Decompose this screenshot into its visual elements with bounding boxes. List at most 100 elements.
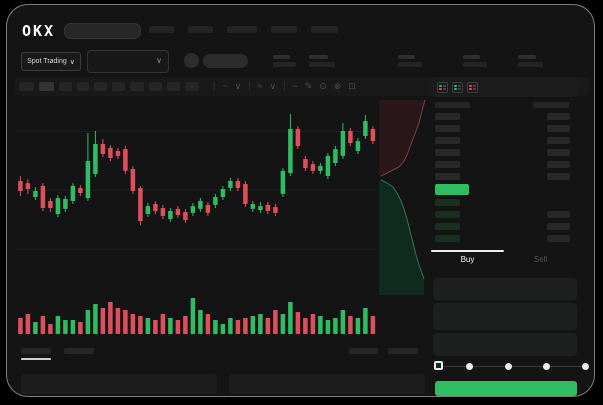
orderbook-bid-price[interactable]: [435, 235, 460, 242]
orderbook-ask-price[interactable]: [435, 113, 460, 120]
bottom-tab-order-history[interactable]: [64, 348, 94, 354]
total-input[interactable]: [433, 333, 577, 356]
orderbook-amount: [547, 211, 570, 218]
candle: [70, 183, 76, 204]
timeframe-button[interactable]: [94, 82, 107, 91]
okx-logo: OKX: [22, 22, 56, 40]
price-input[interactable]: [433, 278, 577, 300]
tab-sell[interactable]: Sell: [533, 255, 548, 264]
search-input[interactable]: [64, 23, 141, 39]
timeframe-button[interactable]: [149, 82, 162, 91]
candle: [273, 203, 278, 216]
volume-bar: [33, 322, 38, 334]
orderbook-ask-price[interactable]: [435, 149, 460, 156]
bottom-link-2[interactable]: [388, 348, 418, 354]
candle: [153, 200, 158, 215]
timeframe-button[interactable]: [112, 82, 125, 91]
volume-bar: [160, 314, 166, 334]
candle: [183, 208, 188, 223]
bottom-link-1[interactable]: [349, 348, 378, 354]
volume-bar: [70, 320, 76, 334]
compare-icon[interactable]: ≈: [257, 81, 263, 91]
fullscreen-icon[interactable]: ⊡: [348, 81, 356, 91]
chart-tool-icons: | ~ ∨ | ≈ ∨ | ~ ✎ ⊙ ⊗ ⊡: [213, 80, 356, 93]
book-view-asks-icon[interactable]: [467, 82, 478, 93]
candle: [250, 200, 256, 212]
volume-bar: [265, 318, 271, 334]
volume-bar: [213, 320, 218, 334]
avatar[interactable]: [184, 53, 199, 68]
orderbook-bid-price[interactable]: [435, 199, 460, 206]
account-button[interactable]: [203, 54, 248, 68]
candlestick-chart[interactable]: [16, 97, 376, 295]
amount-input[interactable]: [433, 303, 577, 330]
bottom-tab-open-orders[interactable]: [21, 348, 51, 354]
volume-bar: [153, 320, 158, 334]
pair-selector-dropdown[interactable]: ∨: [87, 50, 169, 73]
line-style-icon[interactable]: ~: [222, 81, 228, 91]
last-price-badge[interactable]: [435, 184, 469, 195]
timeframe-button[interactable]: [59, 82, 72, 91]
timeframe-button[interactable]: [130, 82, 144, 91]
chevron-down-icon[interactable]: ∨: [234, 81, 242, 91]
amount-slider-handle[interactable]: [434, 361, 443, 370]
volume-bar: [333, 318, 338, 334]
chevron-down-icon[interactable]: ∨: [269, 81, 277, 91]
timeframe-button[interactable]: [77, 82, 89, 91]
amount-slider-track[interactable]: [435, 366, 589, 367]
indicator-icon[interactable]: ~: [292, 81, 298, 91]
settings-icon[interactable]: ⊗: [333, 81, 342, 91]
candle: [130, 165, 136, 194]
volume-bar: [348, 316, 353, 334]
orderbook-ask-price[interactable]: [435, 125, 460, 132]
timeframe-button[interactable]: [39, 82, 54, 91]
nav-item[interactable]: [188, 26, 213, 33]
orderbook-amount: [547, 113, 570, 120]
candle: [280, 168, 286, 197]
volume-bar: [85, 310, 91, 334]
volume-bar: [318, 316, 323, 334]
camera-icon[interactable]: ⊙: [319, 81, 327, 91]
separator: |: [283, 81, 286, 91]
candle: [258, 202, 263, 213]
candle: [303, 155, 308, 171]
tab-buy[interactable]: Buy: [460, 255, 475, 264]
candle: [363, 115, 368, 139]
slider-stop-75[interactable]: [543, 363, 551, 370]
candle: [243, 180, 248, 208]
candle: [310, 161, 316, 174]
slider-stop-100[interactable]: [582, 363, 590, 370]
nav-item[interactable]: [271, 26, 297, 33]
timeframe-button[interactable]: [19, 82, 34, 91]
orderbook-bid-price[interactable]: [435, 211, 460, 218]
orderbook-bid-price[interactable]: [435, 223, 460, 230]
book-view-both-icon[interactable]: [437, 82, 448, 93]
slider-stop-25[interactable]: [466, 363, 473, 370]
slider-stop-50[interactable]: [504, 363, 512, 370]
candle: [333, 146, 338, 166]
candle: [18, 176, 23, 196]
volume-bar: [235, 320, 241, 334]
market-type-selector[interactable]: Spot Trading ∨: [21, 52, 81, 71]
depth-asks-area: [379, 100, 425, 176]
volume-bar: [108, 302, 113, 334]
buy-submit-button[interactable]: [435, 381, 577, 396]
nav-item[interactable]: [149, 26, 174, 33]
candle: [160, 204, 166, 219]
timeframe-button[interactable]: [167, 82, 180, 91]
depth-bids-line: [380, 179, 425, 280]
orderbook-ask-price[interactable]: [435, 137, 460, 144]
draw-icon[interactable]: ✎: [304, 81, 313, 91]
nav-item[interactable]: [227, 26, 257, 33]
nav-item[interactable]: [311, 26, 338, 33]
chevron-down-icon: ∨: [156, 56, 162, 65]
timeframe-button[interactable]: [185, 82, 199, 91]
orderbook-amount: [547, 125, 570, 132]
book-view-bids-icon[interactable]: [452, 82, 463, 93]
orderbook-ask-price[interactable]: [435, 161, 460, 168]
volume-bar: [340, 310, 346, 334]
orderbook-ask-price[interactable]: [435, 173, 460, 180]
volume-bar: [258, 314, 263, 334]
volume-bar: [303, 318, 308, 334]
